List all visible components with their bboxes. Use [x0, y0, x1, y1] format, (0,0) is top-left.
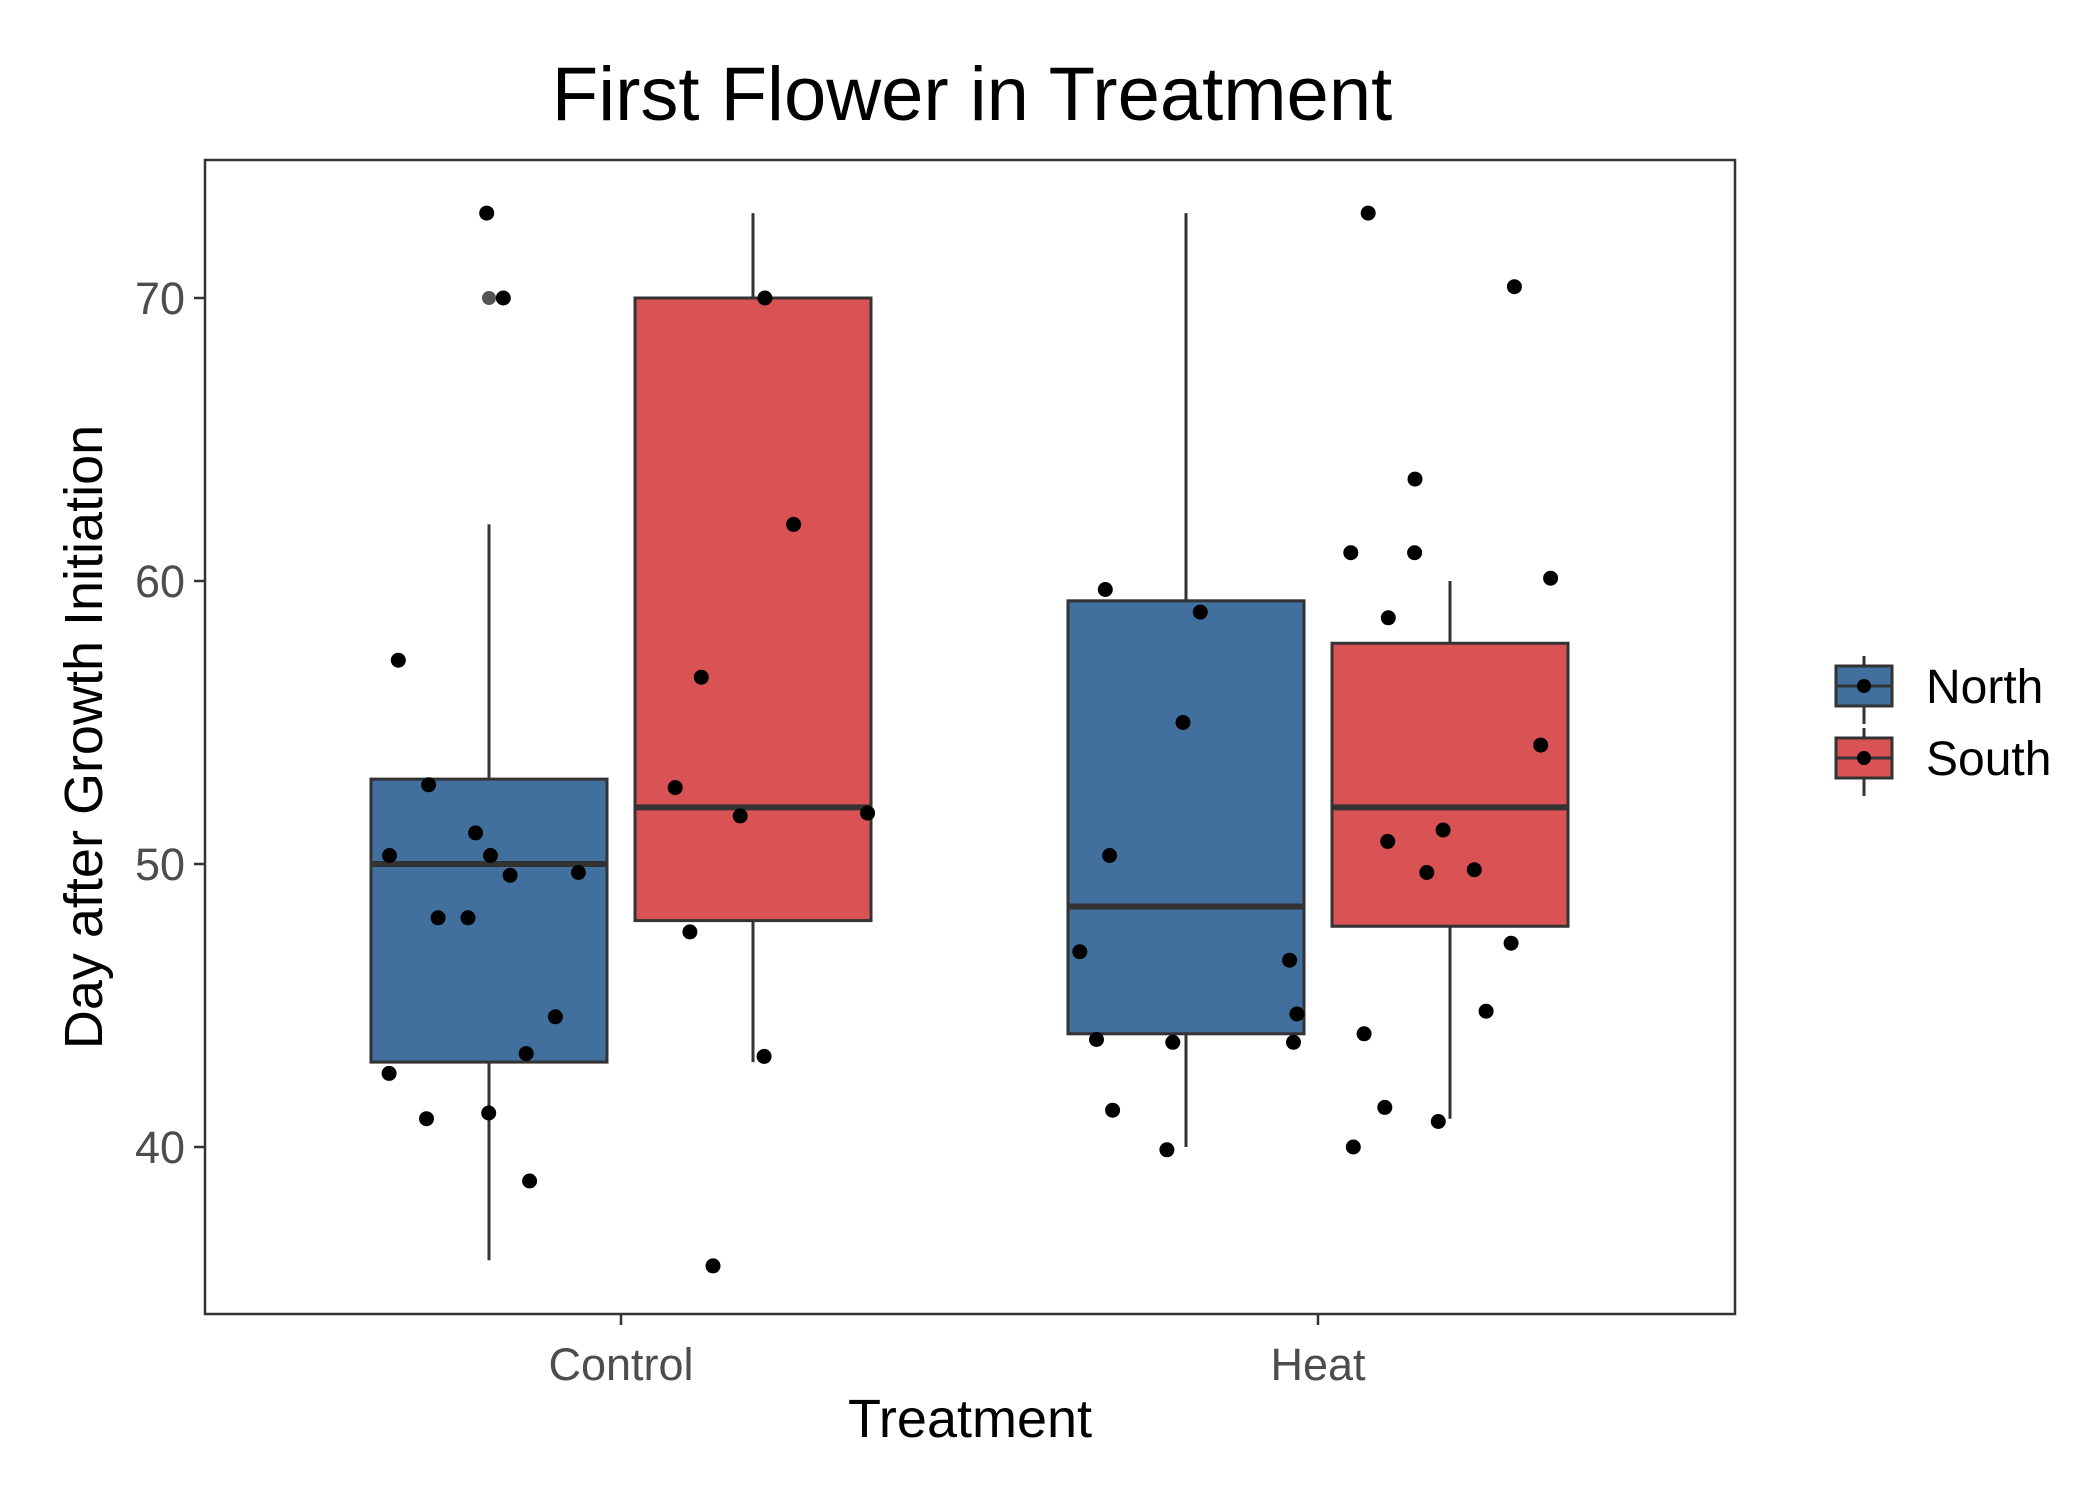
- data-point-north: [522, 1173, 538, 1189]
- legend-key-point: [1857, 679, 1871, 693]
- data-point-north: [1089, 1032, 1104, 1047]
- data-point-south: [1478, 1003, 1494, 1019]
- y-axis-title: Day after Growth Initiation: [54, 425, 114, 1049]
- data-point-north: [1175, 715, 1191, 730]
- box-south-control: [633, 296, 873, 923]
- data-point-south: [1503, 935, 1519, 951]
- data-point-north: [1105, 1102, 1121, 1118]
- data-point-north: [481, 1105, 497, 1121]
- data-point-south: [1360, 205, 1376, 221]
- data-point-north: [1286, 1034, 1301, 1050]
- data-point-south: [1343, 545, 1359, 561]
- data-point-south: [1543, 570, 1559, 586]
- data-point-north: [1102, 848, 1118, 863]
- data-point-south: [756, 1048, 772, 1064]
- data-point-south: [1407, 545, 1423, 561]
- data-point-south: [1419, 865, 1435, 880]
- data-point-north: [382, 848, 397, 863]
- plot-content: [369, 205, 1570, 1274]
- data-point-north: [460, 910, 476, 926]
- box-north-heat: [1066, 599, 1306, 1036]
- data-point-north: [468, 825, 484, 841]
- data-point-south: [1435, 822, 1451, 838]
- data-point-north: [1289, 1006, 1305, 1022]
- data-point-north: [1282, 952, 1298, 968]
- x-tick-label: Heat: [1270, 1339, 1366, 1390]
- data-point-south: [1430, 1114, 1446, 1129]
- y-tick-label: 70: [135, 273, 185, 324]
- data-point-north: [1097, 582, 1113, 597]
- data-point-north: [518, 1046, 534, 1062]
- data-point-south: [693, 669, 709, 685]
- data-point-north: [483, 848, 498, 863]
- data-point-south: [1466, 862, 1482, 878]
- data-point-north: [430, 910, 446, 926]
- y-tick-label: 40: [135, 1122, 185, 1173]
- legend-key-point: [1857, 751, 1871, 765]
- data-point-south: [1380, 610, 1396, 626]
- data-point-north: [1192, 604, 1208, 620]
- legend-label-south: South: [1926, 733, 2051, 786]
- data-point-south: [1533, 737, 1549, 753]
- data-point-south: [1506, 279, 1522, 295]
- data-point-south: [667, 780, 683, 796]
- data-point-north: [547, 1009, 563, 1025]
- data-point-north: [390, 652, 406, 668]
- data-point-south: [1345, 1139, 1361, 1155]
- data-point-south: [757, 290, 773, 306]
- chart-title: First Flower in Treatment: [552, 52, 1392, 137]
- box-south-heat: [1330, 641, 1570, 928]
- data-point-south: [1356, 1026, 1372, 1042]
- data-point-south: [1377, 1099, 1393, 1115]
- x-tick-label: Control: [548, 1339, 693, 1390]
- data-point-north: [1165, 1034, 1181, 1050]
- y-tick-label: 50: [135, 839, 185, 890]
- data-point-south: [705, 1258, 721, 1274]
- data-point-north: [479, 205, 495, 221]
- x-axis-title: Treatment: [848, 1389, 1092, 1449]
- data-point-south: [682, 924, 698, 940]
- data-point-north: [502, 867, 518, 883]
- data-point-north: [381, 1065, 397, 1081]
- y-tick-label: 60: [135, 556, 185, 607]
- data-point-north: [419, 1111, 434, 1127]
- data-point-north: [570, 865, 586, 880]
- data-point-north: [421, 777, 437, 793]
- data-point-north: [1072, 944, 1088, 960]
- box-north-control: [369, 777, 609, 1064]
- data-point-south: [1407, 471, 1423, 487]
- data-point-south: [860, 805, 876, 821]
- legend-label-north: North: [1926, 661, 2043, 714]
- legend: North South: [1834, 656, 2051, 796]
- outlier-point: [482, 291, 496, 305]
- data-point-south: [786, 516, 802, 532]
- data-point-south: [732, 808, 748, 824]
- data-point-north: [495, 290, 511, 306]
- data-point-south: [1380, 833, 1396, 849]
- data-point-north: [1159, 1142, 1175, 1158]
